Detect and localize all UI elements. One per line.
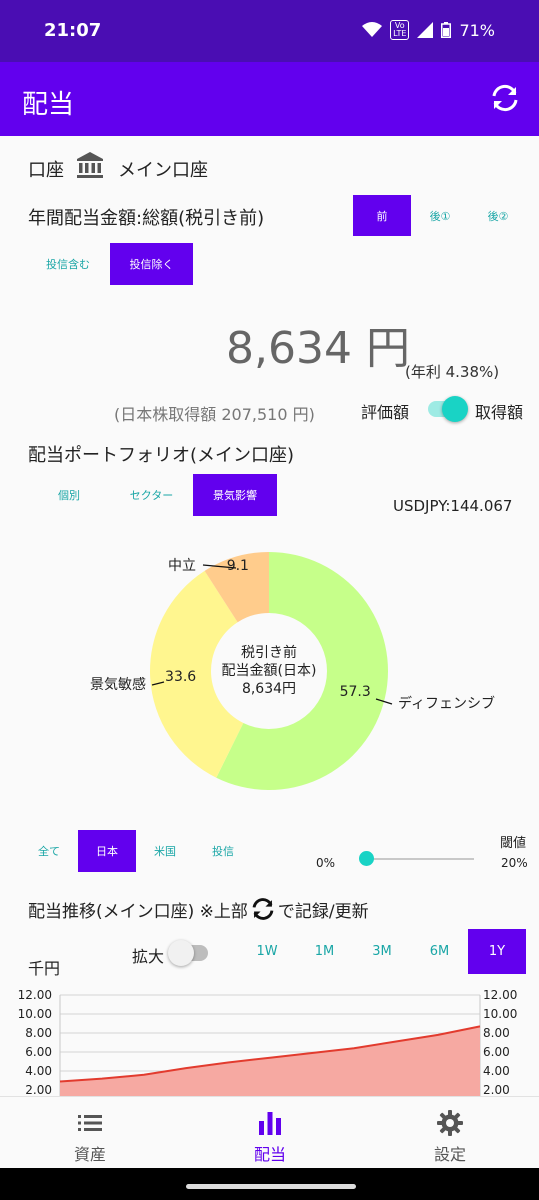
donut-slice-defensive	[216, 552, 389, 790]
portfolio-title: 配当ポートフォリオ(メイン口座)	[28, 445, 295, 466]
toggle-thumb[interactable]	[442, 396, 468, 422]
tab-range-3m[interactable]: 3M	[372, 944, 392, 959]
donut-center-line-1: 税引き前	[241, 644, 297, 661]
slider-min-label: 0%	[316, 856, 336, 870]
home-indicator[interactable]	[186, 1184, 356, 1189]
y-tick-left: 4.00	[25, 1064, 52, 1078]
y-tick-right: 8.00	[483, 1026, 510, 1040]
app-bar: 配当	[0, 62, 539, 136]
donut-label-defensive: ディフェンシブ	[398, 695, 495, 712]
nav-settings[interactable]: 設定	[360, 1097, 539, 1169]
refresh-icon[interactable]	[489, 82, 521, 114]
dividend-trend-chart: 12.00 12.00 10.00 10.00 8.00 8.00 6.00 6.00 4.00…	[18, 988, 517, 1096]
tab-range-6m[interactable]: 6M	[429, 944, 450, 959]
donut-center-line-3: 8,634円	[242, 681, 296, 697]
tab-region-japan[interactable]: 日本	[78, 830, 136, 872]
donut-label-neutral: 中立	[168, 558, 196, 574]
annual-yield: (年利 4.38%)	[405, 363, 500, 381]
y-tick-right: 2.00	[483, 1083, 510, 1096]
tab-exclude-funds[interactable]: 投信除く	[110, 243, 193, 285]
tab-range-1w[interactable]: 1W	[256, 944, 278, 959]
gesture-bar	[0, 1168, 539, 1200]
tab-region-funds[interactable]: 投信	[212, 845, 234, 858]
donut-leader-neutral	[202, 564, 237, 569]
acquisition-amount: (日本株取得額 207,510 円)	[114, 405, 315, 424]
y-tick-left: 8.00	[25, 1026, 52, 1040]
bank-icon	[77, 152, 103, 178]
tab-individual[interactable]: 個別	[58, 489, 80, 502]
signal-icon	[417, 22, 434, 38]
status-time: 21:07	[44, 20, 102, 41]
y-tick-right: 4.00	[483, 1064, 510, 1078]
annual-dividend-label: 年間配当金額:総額(税引き前)	[28, 208, 265, 229]
tab-region-all[interactable]: 全て	[38, 845, 60, 858]
y-tick-right: 12.00	[483, 988, 517, 1002]
tab-range-1m[interactable]: 1M	[314, 944, 335, 959]
tab-pretax[interactable]: 前	[353, 195, 411, 236]
nav-dividends[interactable]: 配当	[180, 1097, 360, 1169]
bar-chart-icon	[259, 1112, 281, 1135]
annual-dividend-amount: 8,634 円	[226, 323, 410, 374]
toggle-label-valuation: 評価額	[361, 403, 410, 422]
threshold-label: 閾値	[500, 836, 527, 851]
y-tick-right: 10.00	[483, 1007, 517, 1021]
y-tick-left: 2.00	[25, 1083, 52, 1096]
portfolio-donut-chart: 税引き前 配当金額(日本) 8,634円 57.3 33.6 9.1 ディフェンシブ 景…	[90, 552, 495, 790]
slider-max-label: 20%	[501, 856, 528, 870]
volte-icon: Vo LTE	[390, 20, 410, 40]
trend-unit-label: 千円	[28, 959, 61, 978]
y-tick-left: 6.00	[25, 1045, 52, 1059]
trend-area-fill	[60, 1026, 480, 1096]
donut-value-neutral: 9.1	[227, 558, 249, 574]
threshold-slider-track[interactable]	[366, 858, 474, 860]
donut-slice-cyclical	[150, 570, 244, 778]
donut-value-defensive: 57.3	[340, 684, 371, 700]
bottom-navigation: 資産 配当 設定	[0, 1096, 539, 1168]
zoom-toggle-thumb[interactable]	[168, 940, 194, 966]
donut-center-line-2: 配当金額(日本)	[222, 663, 317, 679]
donut-leader-defensive	[375, 698, 393, 705]
account-name[interactable]: メイン口座	[118, 160, 208, 181]
nav-assets-label: 資産	[73, 1145, 106, 1164]
status-bar: 21:07 Vo LTE 71%	[0, 0, 539, 62]
account-label: 口座	[28, 160, 64, 181]
threshold-slider-thumb[interactable]	[359, 851, 374, 866]
tab-economic-impact[interactable]: 景気影響	[193, 474, 277, 516]
list-icon	[78, 1115, 102, 1131]
nav-assets[interactable]: 資産	[0, 1097, 180, 1169]
trend-title: 配当推移(メイン口座) ※上部 で記録/更新	[28, 896, 369, 922]
tab-region-us[interactable]: 米国	[154, 845, 176, 858]
nav-dividends-label: 配当	[253, 1145, 286, 1164]
battery-icon	[441, 22, 452, 38]
y-tick-right: 6.00	[483, 1045, 510, 1059]
status-icons: Vo LTE 71%	[362, 20, 495, 40]
toggle-label-acquisition: 取得額	[475, 403, 524, 422]
battery-percent: 71%	[459, 20, 495, 40]
wifi-icon	[362, 22, 383, 37]
nav-settings-label: 設定	[433, 1145, 466, 1164]
tab-aftertax-2[interactable]: 後②	[487, 209, 509, 223]
y-tick-left: 10.00	[18, 1007, 52, 1021]
zoom-label: 拡大	[132, 947, 165, 966]
donut-leader-cyclical	[151, 681, 165, 686]
donut-label-cyclical: 景気敏感	[90, 676, 146, 693]
tab-aftertax-1[interactable]: 後①	[429, 209, 451, 223]
usdjpy-rate: USDJPY:144.067	[393, 497, 513, 515]
trend-title-text: 配当推移(メイン口座) ※上部	[28, 901, 248, 922]
gear-icon	[437, 1110, 463, 1136]
y-tick-left: 12.00	[18, 988, 52, 1002]
tab-sector[interactable]: セクター	[129, 489, 174, 502]
tab-range-1y[interactable]: 1Y	[468, 929, 526, 974]
tab-include-funds[interactable]: 投信含む	[46, 258, 90, 271]
trend-line	[59, 1025, 481, 1083]
refresh-inline-icon	[252, 898, 274, 920]
donut-value-cyclical: 33.6	[165, 669, 196, 685]
trend-title-suffix: で記録/更新	[277, 901, 369, 922]
donut-slice-neutral	[204, 552, 269, 623]
page-title: 配当	[22, 90, 75, 120]
